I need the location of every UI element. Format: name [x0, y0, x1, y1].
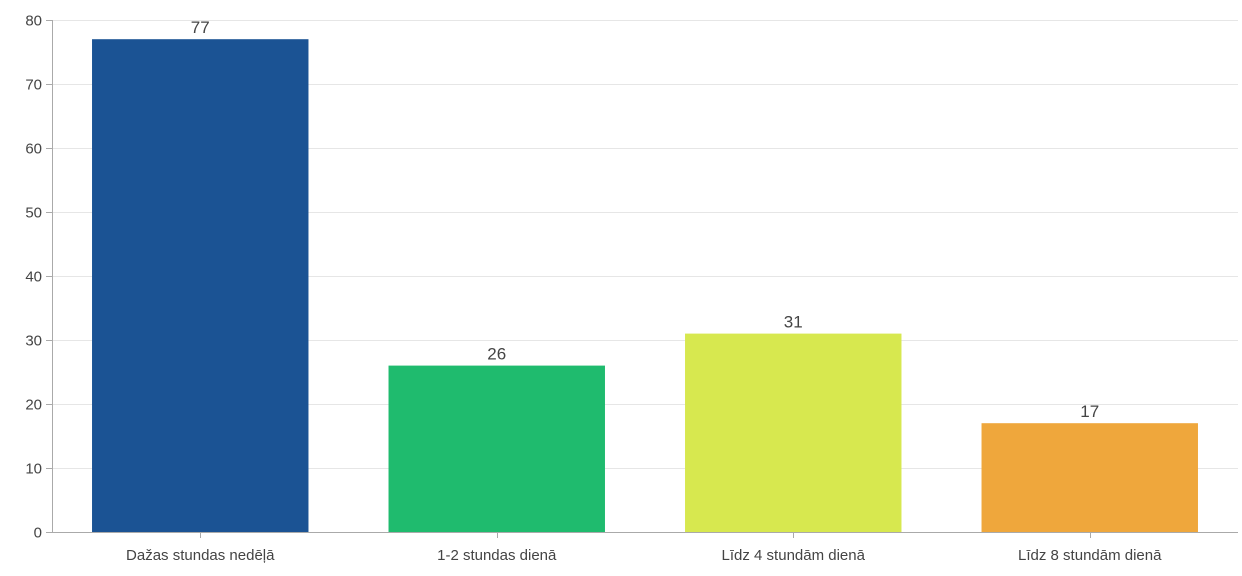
y-tick-label: 10	[25, 461, 42, 478]
category-label: Līdz 8 stundām dienā	[1018, 547, 1162, 564]
y-tick-label: 0	[34, 525, 42, 542]
y-tick-label: 60	[25, 141, 42, 158]
data-label: 17	[1080, 402, 1099, 421]
bar-layer	[92, 39, 1198, 532]
bar-1[interactable]	[92, 39, 309, 532]
data-label: 77	[191, 18, 210, 37]
data-label: 31	[784, 313, 803, 332]
category-label: Līdz 4 stundām dienā	[722, 547, 866, 564]
y-tick-label: 70	[25, 77, 42, 94]
y-tick-label: 20	[25, 397, 42, 414]
category-label: Dažas stundas nedēļā	[126, 547, 275, 564]
data-label: 26	[487, 345, 506, 364]
bar-2[interactable]	[388, 365, 605, 532]
axis-layer	[46, 20, 1238, 538]
y-tick-label: 50	[25, 205, 42, 222]
y-tick-label: 30	[25, 333, 42, 350]
y-tick-label: 80	[25, 13, 42, 30]
category-label: 1-2 stundas dienā	[437, 547, 557, 564]
y-tick-label: 40	[25, 269, 42, 286]
bar-4[interactable]	[981, 423, 1198, 532]
label-layer: 0 10 20 30 40 50 60 70 80 77 Dažas stundas nedēļā 2…	[25, 13, 1162, 565]
bar-3[interactable]	[685, 333, 902, 532]
